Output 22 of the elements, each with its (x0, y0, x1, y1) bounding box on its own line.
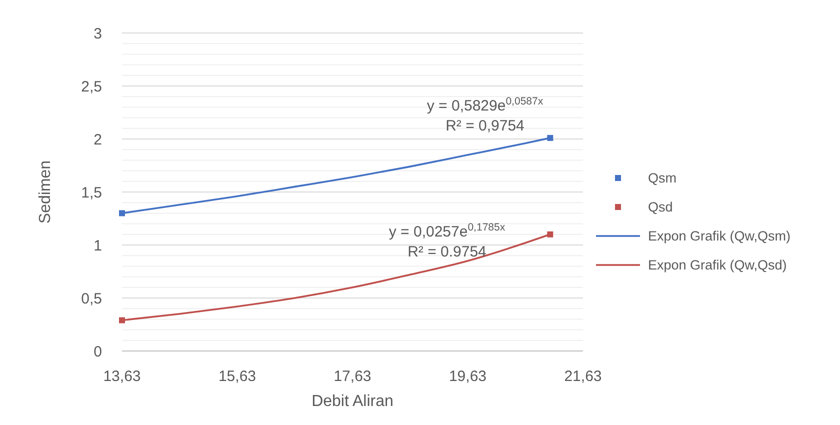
x-tick-label: 13,63 (103, 368, 141, 385)
y-tick-label: 2 (94, 131, 102, 148)
y-tick-label: 1,5 (81, 184, 102, 202)
x-tick-label: 21,63 (564, 368, 602, 385)
legend-label: Expon Grafik (Qw,Qsd) (648, 258, 787, 273)
y-tick-label: 0 (94, 343, 102, 360)
y-tick-label: 1 (94, 237, 102, 254)
legend-label: Qsd (648, 200, 673, 215)
legend-label: Expon Grafik (Qw,Qsm) (648, 228, 791, 244)
annotation: R² = 0.9754 (408, 243, 486, 260)
annotation: y = 0,0257e$^{0,1785x}$ (388, 221, 506, 240)
x-tick-label: 15,63 (218, 368, 256, 385)
y-tick-label: 3 (94, 25, 102, 42)
y-tick-label: 2,5 (81, 78, 102, 96)
annotation: y = 0,5829e$^{0,0587x}$ (426, 95, 544, 114)
annotation: R² = 0,9754 (446, 117, 524, 134)
y-axis-title: Sedimen (37, 160, 54, 224)
y-tick-label: 0,5 (81, 290, 102, 308)
x-tick-label: 17,63 (334, 368, 372, 385)
legend-label: Qsm (648, 170, 676, 186)
x-tick-label: 19,63 (448, 368, 487, 385)
x-axis-title: Debit Aliran (312, 393, 394, 410)
